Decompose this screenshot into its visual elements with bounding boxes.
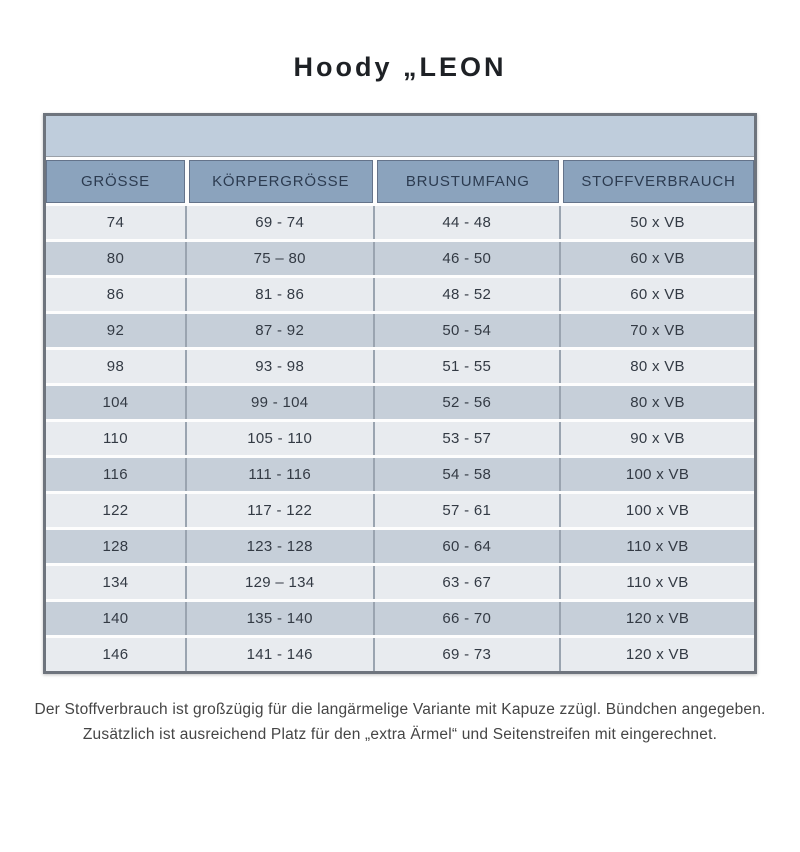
- table-row: 98 93 - 98 51 - 55 80 x VB: [46, 350, 754, 383]
- table-cell: 44 - 48: [374, 206, 562, 239]
- table-cell: 75 – 80: [186, 242, 375, 275]
- table-cell: 93 - 98: [186, 350, 375, 383]
- table-cell: 110 x VB: [561, 566, 754, 599]
- table-cell: 57 - 61: [374, 494, 562, 527]
- table-cell: 54 - 58: [374, 458, 562, 491]
- table-cell: 46 - 50: [374, 242, 562, 275]
- table-cell: 134: [46, 566, 187, 599]
- table-cell: 86: [46, 278, 187, 311]
- table-row: 74 69 - 74 44 - 48 50 x VB: [46, 206, 754, 239]
- table-cell: 90 x VB: [561, 422, 754, 455]
- table-cell: 100 x VB: [561, 458, 754, 491]
- table-cell: 50 - 54: [374, 314, 562, 347]
- table-cell: 117 - 122: [186, 494, 375, 527]
- column-header-brustumfang: BRUSTUMFANG: [376, 160, 560, 203]
- table-cell: 110: [46, 422, 187, 455]
- table-cell: 99 - 104: [186, 386, 375, 419]
- table-cell: 111 - 116: [186, 458, 375, 491]
- footer-line-1: Der Stoffverbrauch ist großzügig für die…: [34, 701, 766, 718]
- table-row: 92 87 - 92 50 - 54 70 x VB: [46, 314, 754, 347]
- column-header-groesse: GRÖSSE: [46, 160, 185, 203]
- table-cell: 116: [46, 458, 187, 491]
- table-cell: 70 x VB: [561, 314, 754, 347]
- table-header-row: GRÖSSE KÖRPERGRÖSSE BRUSTUMFANG STOFFVER…: [46, 160, 754, 203]
- table-row: 122 117 - 122 57 - 61 100 x VB: [46, 494, 754, 527]
- page: { "title": "Hoody „LEON", "table": { "he…: [0, 52, 800, 852]
- table-row: 140 135 - 140 66 - 70 120 x VB: [46, 602, 754, 635]
- table-cell: 74: [46, 206, 187, 239]
- table-cell: 120 x VB: [561, 638, 754, 671]
- table-cell: 50 x VB: [561, 206, 754, 239]
- table-row: 104 99 - 104 52 - 56 80 x VB: [46, 386, 754, 419]
- table-cell: 60 x VB: [561, 242, 754, 275]
- table-cell: 128: [46, 530, 187, 563]
- table-cell: 140: [46, 602, 187, 635]
- column-header-koerpergroesse: KÖRPERGRÖSSE: [188, 160, 373, 203]
- table-row: 110 105 - 110 53 - 57 90 x VB: [46, 422, 754, 455]
- table-cell: 87 - 92: [186, 314, 375, 347]
- table-row: 134 129 – 134 63 - 67 110 x VB: [46, 566, 754, 599]
- table-cell: 110 x VB: [561, 530, 754, 563]
- table-cell: 69 - 74: [186, 206, 375, 239]
- table-cell: 104: [46, 386, 187, 419]
- table-cell: 80: [46, 242, 187, 275]
- table-cell: 129 – 134: [186, 566, 375, 599]
- table-cell: 51 - 55: [374, 350, 562, 383]
- table-cell: 123 - 128: [186, 530, 375, 563]
- table-cell: 122: [46, 494, 187, 527]
- table-cell: 66 - 70: [374, 602, 562, 635]
- table-cell: 48 - 52: [374, 278, 562, 311]
- table-cell: 92: [46, 314, 187, 347]
- table-row: 128 123 - 128 60 - 64 110 x VB: [46, 530, 754, 563]
- table-cell: 69 - 73: [374, 638, 562, 671]
- footer-note: Der Stoffverbrauch ist großzügig für die…: [0, 697, 800, 747]
- table-cell: 141 - 146: [186, 638, 375, 671]
- table-cell: 146: [46, 638, 187, 671]
- table-cell: 98: [46, 350, 187, 383]
- table-cell: 53 - 57: [374, 422, 562, 455]
- size-table: GRÖSSE KÖRPERGRÖSSE BRUSTUMFANG STOFFVER…: [43, 113, 757, 674]
- table-cell: 63 - 67: [374, 566, 562, 599]
- table-banner: [46, 116, 754, 157]
- table-row: 116 111 - 116 54 - 58 100 x VB: [46, 458, 754, 491]
- footer-line-2: Zusätzlich ist ausreichend Platz für den…: [82, 726, 718, 743]
- table-row: 80 75 – 80 46 - 50 60 x VB: [46, 242, 754, 275]
- table-cell: 105 - 110: [186, 422, 375, 455]
- page-title: Hoody „LEON: [293, 52, 507, 82]
- table-cell: 60 - 64: [374, 530, 562, 563]
- table-cell: 100 x VB: [561, 494, 754, 527]
- table-row: 146 141 - 146 69 - 73 120 x VB: [46, 638, 754, 671]
- table-cell: 120 x VB: [561, 602, 754, 635]
- table-cell: 52 - 56: [374, 386, 562, 419]
- column-header-stoffverbrauch: STOFFVERBRAUCH: [563, 160, 754, 203]
- table-cell: 135 - 140: [186, 602, 375, 635]
- table-cell: 60 x VB: [561, 278, 754, 311]
- table-cell: 81 - 86: [186, 278, 375, 311]
- table-row: 86 81 - 86 48 - 52 60 x VB: [46, 278, 754, 311]
- table-cell: 80 x VB: [561, 386, 754, 419]
- table-cell: 80 x VB: [561, 350, 754, 383]
- size-table-body: 74 69 - 74 44 - 48 50 x VB 80 75 – 80 46 - 50 6…: [46, 206, 754, 671]
